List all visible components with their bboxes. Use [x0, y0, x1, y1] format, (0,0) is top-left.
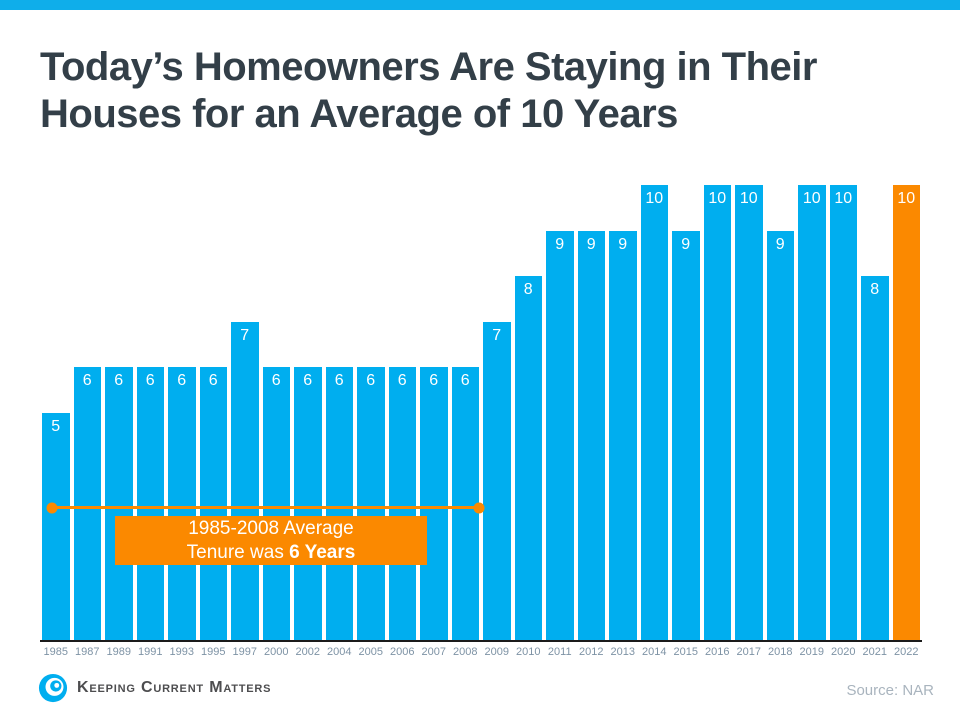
bar-2014: 10 — [640, 185, 668, 641]
average-tenure-span-line — [46, 502, 485, 513]
x-tick-1997: 1997 — [232, 646, 257, 658]
callout-line1: 1985-2008 Average — [188, 518, 354, 539]
x-tick-2019: 2019 — [799, 646, 824, 658]
bar-value-label: 10 — [645, 190, 664, 207]
page-title: Today’s Homeowners Are Staying in Their … — [40, 45, 817, 136]
bar-value-label: 8 — [870, 281, 880, 299]
kcm-swirl-icon — [38, 673, 68, 703]
x-tick-2020: 2020 — [831, 646, 856, 658]
bar-value-label: 6 — [334, 372, 344, 390]
x-tick-2002: 2002 — [295, 646, 320, 658]
x-tick-2008: 2008 — [453, 646, 478, 658]
line-endpoint-dot-right — [473, 502, 485, 513]
bar-value-label: 6 — [114, 372, 124, 390]
x-tick-2005: 2005 — [358, 646, 383, 658]
bar-1995: 6 — [199, 367, 227, 641]
x-tick-2004: 2004 — [327, 646, 352, 658]
bar-2009: 7 — [483, 321, 511, 641]
bar-1989: 6 — [105, 367, 133, 641]
bar-value-label: 6 — [145, 372, 155, 390]
bar-2013: 9 — [609, 230, 637, 641]
callout-line2: Tenure was 6 Years — [186, 542, 356, 563]
bar-value-label: 9 — [681, 235, 691, 253]
bar-2002: 6 — [294, 367, 322, 641]
x-tick-1985: 1985 — [43, 646, 68, 658]
bar-chart-plot-area: 5 6 6 6 6 6 7 6 6 6 6 6 6 6 7 8 9 9 9 10 9 10 10 9 10 10 8 10 1985-… — [42, 185, 920, 641]
bar-value-label: 6 — [208, 372, 218, 390]
x-tick-2022: 2022 — [894, 646, 919, 658]
bar-value-label: 6 — [271, 372, 281, 390]
top-accent-bar — [0, 0, 960, 10]
x-axis-labels: 1985 1987 1989 1991 1993 1995 1997 2000 2002 2004… — [42, 646, 920, 658]
bar-2017: 10 — [735, 185, 763, 641]
bar-value-label: 7 — [240, 326, 250, 344]
x-tick-2017: 2017 — [736, 646, 761, 658]
bar-value-label: 6 — [397, 372, 407, 390]
bar-value-label: 6 — [303, 372, 313, 390]
bar-2007: 6 — [420, 367, 448, 641]
x-tick-1995: 1995 — [201, 646, 226, 658]
bar-2016: 10 — [703, 185, 731, 641]
bar-value-label: 8 — [523, 281, 533, 299]
bar-value-label: 9 — [775, 235, 785, 253]
bar-value-label: 6 — [366, 372, 376, 390]
bar-2021: 8 — [861, 276, 889, 641]
bar-value-label: 6 — [429, 372, 439, 390]
x-tick-2015: 2015 — [673, 646, 698, 658]
x-tick-1991: 1991 — [138, 646, 163, 658]
x-tick-2014: 2014 — [642, 646, 667, 658]
bar-2006: 6 — [388, 367, 416, 641]
bar-value-label: 6 — [460, 372, 470, 390]
x-tick-2011: 2011 — [547, 646, 572, 658]
bar-value-label: 5 — [51, 418, 61, 435]
bar-1985: 5 — [42, 413, 70, 641]
bar-2000: 6 — [262, 367, 290, 641]
bar-2004: 6 — [325, 367, 353, 641]
x-tick-2010: 2010 — [516, 646, 541, 658]
bar-1991: 6 — [136, 367, 164, 641]
x-tick-2013: 2013 — [610, 646, 635, 658]
bar-value-label: 9 — [586, 235, 596, 253]
x-tick-2000: 2000 — [264, 646, 289, 658]
bar-value-label: 6 — [177, 372, 187, 390]
bar-2019: 10 — [798, 185, 826, 641]
line-endpoint-dot-left — [46, 502, 58, 513]
kcm-logo: Keeping Current Matters — [38, 673, 271, 703]
bar-2022: 10 — [892, 185, 920, 641]
bar-value-label: 9 — [555, 235, 565, 253]
bar-2012: 9 — [577, 230, 605, 641]
x-tick-2021: 2021 — [862, 646, 887, 658]
x-tick-1989: 1989 — [106, 646, 131, 658]
bar-value-label: 10 — [897, 190, 916, 207]
x-tick-1993: 1993 — [169, 646, 194, 658]
bar-value-label: 6 — [82, 372, 92, 390]
average-tenure-callout: 1985-2008 Average Tenure was 6 Years — [115, 516, 427, 565]
x-tick-2016: 2016 — [705, 646, 730, 658]
bar-value-label: 10 — [802, 190, 821, 207]
x-tick-2006: 2006 — [390, 646, 415, 658]
bar-value-label: 10 — [834, 190, 853, 207]
bar-value-label: 7 — [492, 326, 502, 344]
bar-2015: 9 — [672, 230, 700, 641]
x-tick-2009: 2009 — [484, 646, 509, 658]
bar-2005: 6 — [357, 367, 385, 641]
bar-2010: 8 — [514, 276, 542, 641]
bar-1997: 7 — [231, 321, 259, 641]
x-tick-2007: 2007 — [421, 646, 446, 658]
source-attribution: Source: NAR — [846, 682, 934, 699]
bar-1987: 6 — [73, 367, 101, 641]
bar-value-label: 9 — [618, 235, 628, 253]
bar-value-label: 10 — [739, 190, 758, 207]
bar-1993: 6 — [168, 367, 196, 641]
bar-value-label: 10 — [708, 190, 727, 207]
x-axis-line — [40, 640, 922, 642]
x-tick-2012: 2012 — [579, 646, 604, 658]
kcm-logo-text: Keeping Current Matters — [77, 679, 272, 696]
bar-2011: 9 — [546, 230, 574, 641]
x-tick-2018: 2018 — [768, 646, 793, 658]
bar-2018: 9 — [766, 230, 794, 641]
bar-2020: 10 — [829, 185, 857, 641]
x-tick-1987: 1987 — [75, 646, 100, 658]
